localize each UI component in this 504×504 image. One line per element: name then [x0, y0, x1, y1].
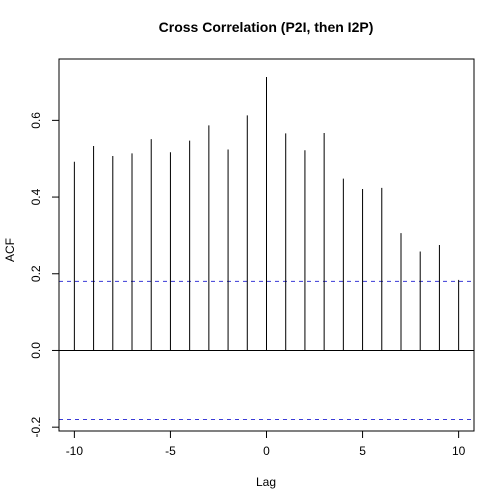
- y-tick-label: 0.2: [29, 265, 43, 282]
- x-tick-label: 0: [263, 444, 270, 458]
- x-tick-label: -5: [165, 444, 176, 458]
- y-tick-label: 0.4: [29, 188, 43, 205]
- y-tick-label: 0.6: [29, 112, 43, 129]
- plot-area: -10 -5 0 5 10 -0.2 0.0 0.2 0.4 0.6: [29, 58, 475, 458]
- y-axis-label: ACF: [3, 238, 17, 262]
- x-tick-label: 5: [359, 444, 366, 458]
- y-tick-label: -0.2: [29, 417, 43, 438]
- x-tick-label: -10: [66, 444, 84, 458]
- x-tick-label: 10: [452, 444, 466, 458]
- x-axis-label: Lag: [256, 475, 276, 489]
- chart-title: Cross Correlation (P2I, then I2P): [159, 19, 374, 35]
- y-tick-label: 0.0: [29, 342, 43, 359]
